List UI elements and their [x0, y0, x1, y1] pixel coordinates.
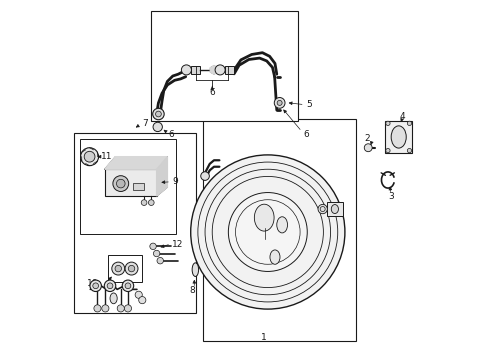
Bar — [224, 66, 234, 74]
Text: 7: 7 — [142, 119, 147, 128]
Circle shape — [181, 65, 191, 75]
Bar — [203, 119, 355, 341]
Circle shape — [228, 193, 306, 271]
Ellipse shape — [390, 126, 406, 148]
Polygon shape — [156, 157, 167, 196]
Circle shape — [102, 305, 109, 312]
Text: 12: 12 — [172, 240, 183, 249]
Circle shape — [139, 297, 145, 304]
Circle shape — [94, 305, 101, 312]
Ellipse shape — [330, 204, 338, 213]
Circle shape — [215, 65, 224, 75]
Bar — [80, 139, 176, 234]
Ellipse shape — [192, 263, 198, 276]
Text: 3: 3 — [387, 192, 393, 201]
Circle shape — [277, 100, 282, 105]
Circle shape — [149, 243, 156, 249]
Circle shape — [407, 121, 411, 126]
Ellipse shape — [110, 293, 117, 304]
Circle shape — [153, 122, 162, 132]
Circle shape — [93, 283, 99, 289]
Circle shape — [117, 305, 124, 312]
Text: 1: 1 — [261, 333, 266, 342]
Bar — [74, 134, 196, 313]
Circle shape — [81, 148, 99, 166]
Circle shape — [155, 111, 161, 117]
Polygon shape — [210, 66, 217, 74]
Bar — [133, 183, 144, 190]
Circle shape — [364, 144, 371, 152]
Text: 10: 10 — [87, 279, 99, 288]
Text: 5: 5 — [305, 100, 311, 109]
Circle shape — [190, 155, 344, 309]
Circle shape — [125, 262, 138, 275]
Circle shape — [157, 257, 163, 264]
Text: 2: 2 — [364, 134, 369, 143]
Polygon shape — [104, 157, 167, 169]
Text: 11: 11 — [101, 152, 112, 161]
Circle shape — [148, 200, 154, 206]
Circle shape — [407, 148, 411, 153]
Text: 6: 6 — [168, 130, 174, 139]
Circle shape — [201, 172, 209, 180]
Circle shape — [128, 265, 135, 272]
Circle shape — [124, 305, 131, 312]
Bar — [326, 202, 343, 216]
Bar — [191, 66, 200, 74]
Circle shape — [107, 283, 113, 289]
Circle shape — [115, 265, 121, 272]
Text: 6: 6 — [209, 87, 215, 96]
Circle shape — [90, 280, 101, 292]
Text: 9: 9 — [172, 177, 178, 186]
Circle shape — [112, 262, 124, 275]
Ellipse shape — [276, 217, 287, 233]
Bar — [385, 121, 411, 153]
Bar — [104, 169, 156, 196]
Circle shape — [116, 179, 125, 188]
Circle shape — [84, 151, 95, 162]
Text: 8: 8 — [189, 285, 195, 294]
Circle shape — [122, 280, 133, 292]
Ellipse shape — [254, 204, 274, 231]
Circle shape — [385, 148, 389, 153]
Circle shape — [125, 283, 131, 289]
Circle shape — [104, 280, 116, 292]
Bar — [108, 255, 142, 282]
Bar — [151, 12, 298, 121]
Circle shape — [274, 98, 285, 108]
Text: 6: 6 — [303, 130, 308, 139]
Circle shape — [153, 250, 160, 257]
Ellipse shape — [269, 250, 280, 264]
Circle shape — [152, 108, 164, 120]
Circle shape — [113, 176, 128, 192]
Circle shape — [317, 204, 326, 214]
Text: 4: 4 — [399, 112, 404, 121]
Circle shape — [141, 200, 147, 206]
Circle shape — [385, 121, 389, 126]
Circle shape — [135, 291, 142, 298]
